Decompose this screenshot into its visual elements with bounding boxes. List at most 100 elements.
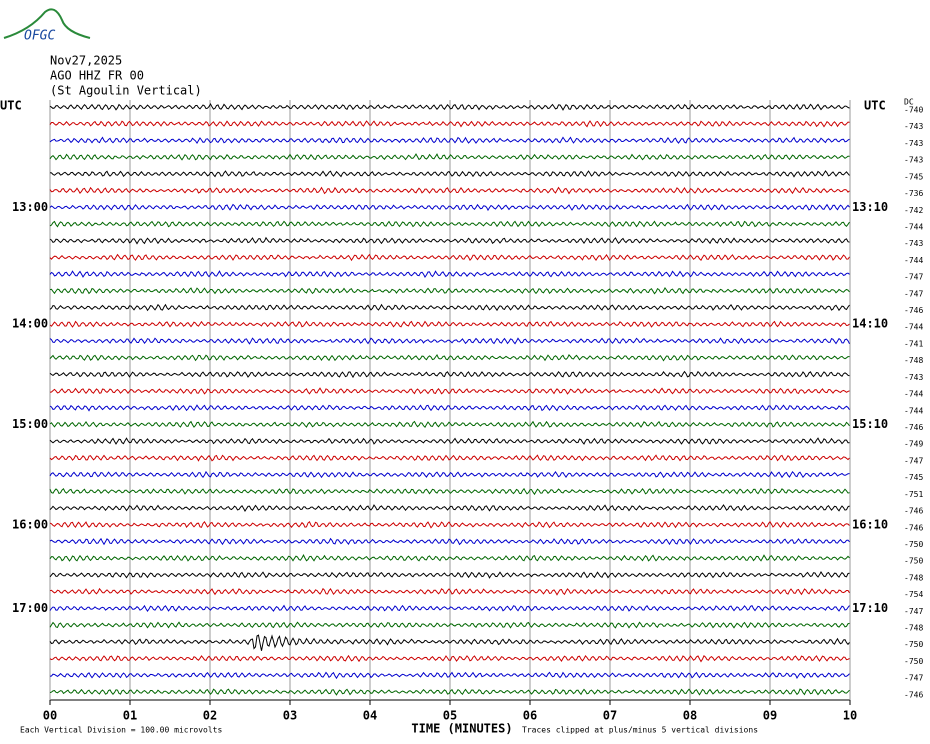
trace [49,387,850,395]
trace [49,420,850,429]
dc-value: -743 [904,139,923,148]
dc-value: -747 [904,607,923,616]
left-time-label: 16:00 [12,517,48,531]
x-tick-label: 04 [363,709,377,723]
trace [49,537,850,546]
trace [49,354,850,362]
x-tick-label: 00 [43,709,57,723]
dc-value: -748 [904,624,923,633]
dc-value: -747 [904,456,923,465]
trace [49,470,850,479]
trace [49,454,850,462]
left-time-label: 17:00 [12,601,48,615]
logo-text: OFGC [24,29,55,44]
dc-value: -746 [904,507,923,516]
dc-value: -747 [904,289,923,298]
x-tick-label: 01 [123,709,137,723]
x-tick-label: 05 [443,709,457,723]
dc-value: -747 [904,674,923,683]
dc-value: -746 [904,523,923,532]
dc-value: -750 [904,540,923,549]
trace [49,236,850,245]
trace [49,504,850,512]
trace [49,587,850,596]
trace [49,337,850,345]
trace [49,303,850,312]
dc-value: -743 [904,373,923,382]
dc-value: -742 [904,206,923,215]
trace [49,286,850,295]
trace [49,621,850,629]
dc-value: -747 [904,273,923,282]
right-unit: UTC [864,99,886,113]
dc-value: -750 [904,657,923,666]
left-unit: UTC [0,99,22,113]
trace [49,220,850,228]
dc-value: -754 [904,590,923,599]
x-tick-label: 09 [763,709,777,723]
left-time-label: 15:00 [12,417,48,431]
x-tick-label: 06 [523,709,537,723]
right-time-label: 14:10 [852,317,888,331]
x-label: TIME (MINUTES) [411,722,512,736]
dc-value: -744 [904,390,923,399]
x-tick-label: 03 [283,709,297,723]
x-tick-label: 08 [683,709,697,723]
trace [49,370,850,379]
dc-value: -745 [904,172,923,181]
dc-value: -749 [904,440,923,449]
left-time-label: 13:00 [12,200,48,214]
dc-label: DC [904,98,914,107]
logo: OFGC [3,8,91,44]
x-tick-label: 10 [843,709,857,723]
trace [49,153,850,161]
trace [49,102,850,111]
trace [49,270,850,278]
trace [49,654,850,663]
dc-value: -746 [904,423,923,432]
dc-value: -748 [904,573,923,582]
trace [49,170,850,178]
left-time-label: 14:00 [12,317,48,331]
trace [49,487,850,496]
location: (St Agoulin Vertical) [50,84,202,98]
date: Nov27,2025 [50,54,122,68]
trace [49,320,850,328]
dc-value: -751 [904,490,923,499]
trace [49,671,850,680]
dc-value: -741 [904,339,923,348]
trace [49,520,850,529]
trace [49,688,850,696]
trace [49,120,850,128]
dc-value: -743 [904,156,923,165]
trace [49,554,850,562]
right-time-label: 13:10 [852,200,888,214]
trace [49,203,850,212]
right-time-label: 17:10 [852,601,888,615]
dc-value: -744 [904,323,923,332]
dc-value: -744 [904,406,923,415]
scale-note: Each Vertical Division = 100.00 microvol… [20,726,222,735]
right-time-label: 15:10 [852,417,888,431]
dc-value: -746 [904,690,923,699]
station: AGO HHZ FR 00 [50,69,144,83]
x-tick-label: 02 [203,709,217,723]
dc-value: -740 [904,106,923,115]
dc-value: -736 [904,189,923,198]
trace [49,634,850,651]
dc-value: -744 [904,256,923,265]
trace [49,253,850,262]
trace [49,604,850,612]
dc-value: -748 [904,356,923,365]
dc-value: -750 [904,640,923,649]
dc-value: -744 [904,222,923,231]
trace [49,571,850,579]
dc-value: -743 [904,122,923,131]
right-time-label: 16:10 [852,517,888,531]
trace [49,186,850,195]
dc-value: -750 [904,557,923,566]
dc-value: -743 [904,239,923,248]
x-tick-label: 07 [603,709,617,723]
clip-note: Traces clipped at plus/minus 5 vertical … [522,726,758,735]
